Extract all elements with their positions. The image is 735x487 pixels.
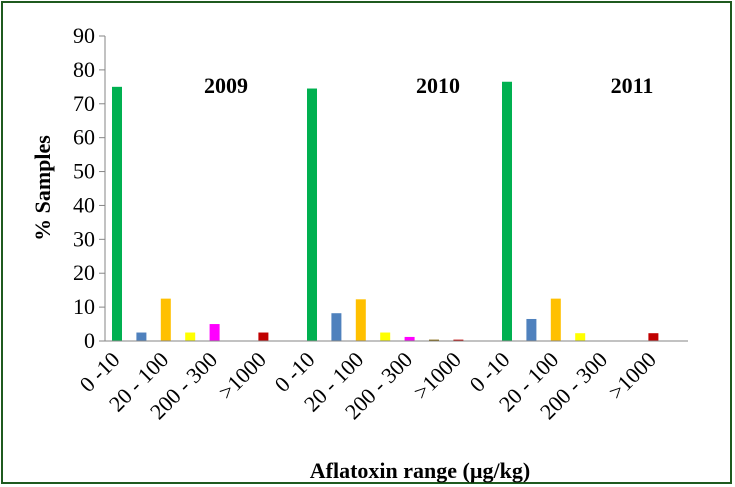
bar-2009-3 (185, 332, 196, 341)
y-tick-label: 70 (73, 91, 95, 116)
bar-2011-1 (526, 318, 537, 341)
year-labels: 2009 2010 2011 (204, 73, 653, 98)
bar-2009-6 (258, 332, 269, 341)
y-tick-label: 90 (73, 23, 95, 48)
bar-2010-0 (307, 88, 317, 342)
bar-2010-6 (453, 339, 464, 341)
bar-2009-4 (209, 324, 220, 341)
bar-2010-3 (380, 332, 391, 341)
bar-2010-4 (404, 336, 415, 341)
x-axis-title: Aflatoxin range (µg/kg) (310, 458, 530, 483)
year-label-2011: 2011 (611, 73, 654, 98)
y-tick-label: 10 (73, 294, 95, 319)
bar-2011-2 (550, 298, 561, 341)
y-tick-label: 0 (84, 328, 95, 353)
y-axis-title: % Samples (30, 135, 55, 241)
y-tick-label: 80 (73, 57, 95, 82)
x-tick-label: >1000 (213, 347, 271, 405)
bar-2009-0 (112, 86, 122, 341)
bar-2010-5 (429, 339, 439, 341)
bar-2011-6 (648, 333, 659, 341)
bar-2010-2 (355, 299, 366, 341)
bar-2011-0 (502, 81, 512, 341)
bar-2010-1 (331, 313, 342, 341)
year-label-2010: 2010 (416, 73, 460, 98)
y-tick-label: 50 (73, 159, 95, 184)
bars (112, 81, 659, 342)
y-tick-label: 30 (73, 226, 95, 251)
y-tick-label: 20 (73, 260, 95, 285)
bar-2009-2 (160, 298, 171, 341)
y-axis: 0 10 20 30 40 50 60 70 80 90 (73, 23, 106, 353)
y-tick-label: 60 (73, 125, 95, 150)
year-label-2009: 2009 (204, 73, 248, 98)
y-tick-label: 40 (73, 192, 95, 217)
x-tick-label: >1000 (408, 347, 466, 405)
x-tick-label: >1000 (603, 347, 661, 405)
bar-2011-3 (575, 333, 586, 341)
bar-2009-1 (136, 332, 147, 341)
